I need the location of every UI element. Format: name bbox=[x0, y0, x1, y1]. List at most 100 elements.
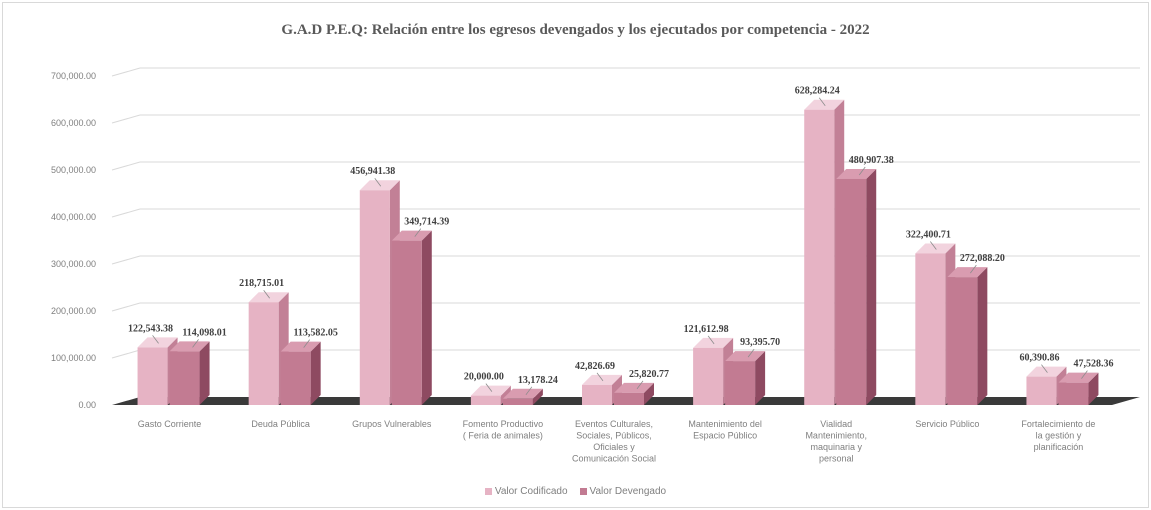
bar-valor-devengado-top bbox=[725, 351, 766, 362]
x-tick-label: Sociales, Públicos, bbox=[576, 431, 652, 441]
data-label-leader bbox=[747, 348, 755, 358]
x-tick-label: Fomento Productivo bbox=[463, 419, 544, 429]
bar-valor-devengado-side bbox=[199, 341, 210, 405]
data-label-valor-devengado: 93,395.70 bbox=[740, 337, 780, 348]
bar-valor-codificado bbox=[804, 109, 835, 405]
bar-valor-devengado bbox=[836, 178, 867, 405]
bar-valor-codificado bbox=[1026, 376, 1057, 405]
x-tick-label: Mantenimiento, bbox=[805, 431, 867, 441]
bar-valor-devengado-side bbox=[755, 351, 766, 405]
data-label-leader bbox=[636, 380, 644, 390]
gridline-depth bbox=[111, 67, 141, 77]
bar-valor-codificado bbox=[470, 395, 501, 405]
y-tick-label: 100,000.00 bbox=[51, 353, 96, 363]
bar-valor-devengado bbox=[725, 361, 756, 405]
data-label-valor-codificado: 60,390.86 bbox=[1019, 353, 1059, 364]
legend-label: Valor Devengado bbox=[589, 486, 667, 497]
data-label-leader bbox=[1081, 370, 1088, 379]
bar-valor-devengado-side bbox=[1088, 372, 1099, 405]
x-tick-label: Gasto Corriente bbox=[138, 419, 202, 429]
data-label-leader bbox=[263, 289, 270, 299]
y-tick-label: 500,000.00 bbox=[51, 165, 96, 175]
bar-valor-codificado bbox=[137, 347, 168, 405]
gridline-depth bbox=[111, 302, 141, 312]
bar-valor-devengado bbox=[280, 351, 311, 405]
bar-valor-devengado-side bbox=[644, 382, 654, 405]
bar-valor-devengado-top bbox=[391, 230, 432, 241]
data-label-leader bbox=[707, 335, 715, 345]
data-label-valor-codificado: 322,400.71 bbox=[906, 229, 951, 240]
chart-legend: Valor Codificado Valor Devengado bbox=[0, 486, 1151, 497]
legend-swatch bbox=[484, 487, 492, 495]
bar-valor-codificado bbox=[582, 384, 612, 405]
bar-valor-devengado-top bbox=[836, 168, 877, 179]
data-label-valor-devengado: 114,098.01 bbox=[182, 327, 226, 338]
data-label-valor-codificado: 42,826.69 bbox=[575, 361, 615, 372]
x-tick-label: maquinaria y bbox=[810, 442, 862, 452]
data-label-leader bbox=[858, 166, 866, 176]
x-tick-label: personal bbox=[819, 454, 854, 464]
x-tick-label: planificación bbox=[1034, 442, 1084, 452]
data-label-valor-devengado: 480,907.38 bbox=[849, 155, 894, 166]
y-tick-label: 200,000.00 bbox=[51, 306, 96, 316]
data-label-leader bbox=[303, 339, 310, 348]
legend-item: Valor Devengado bbox=[579, 486, 667, 497]
data-label-valor-devengado: 349,714.39 bbox=[404, 217, 449, 228]
x-tick-label: Deuda Pública bbox=[251, 419, 310, 429]
bar-valor-devengado-top bbox=[947, 267, 988, 278]
y-tick-label: 600,000.00 bbox=[51, 118, 96, 128]
bar-valor-codificado bbox=[359, 190, 390, 405]
bar-valor-devengado-side bbox=[532, 388, 543, 405]
bar-valor-devengado-top bbox=[614, 382, 654, 393]
gridline-depth bbox=[111, 114, 141, 124]
y-tick-label: 700,000.00 bbox=[51, 71, 96, 81]
data-label-valor-codificado: 20,000.00 bbox=[464, 372, 504, 383]
chart-title: G.A.D P.E.Q: Relación entre los egresos … bbox=[281, 22, 870, 38]
data-label-leader bbox=[930, 241, 937, 250]
bar-valor-devengado-top bbox=[502, 388, 543, 399]
data-label-valor-devengado: 272,088.20 bbox=[960, 253, 1005, 264]
bar-valor-devengado bbox=[391, 240, 422, 405]
data-label-leader bbox=[1041, 364, 1048, 373]
gridline-depth bbox=[111, 255, 141, 265]
legend-swatch bbox=[579, 487, 587, 495]
x-tick-label: Oficiales y bbox=[593, 442, 635, 452]
gridline-depth bbox=[111, 161, 141, 171]
x-tick-label: Espacio Público bbox=[693, 431, 757, 441]
bar-valor-devengado-side bbox=[866, 168, 877, 405]
bar-valor-devengado-side bbox=[310, 341, 321, 405]
x-tick-label: ( Feria de animales) bbox=[463, 431, 543, 441]
data-label-valor-devengado: 13,178.24 bbox=[518, 375, 558, 386]
bar-valor-devengado bbox=[502, 398, 533, 405]
data-label-valor-codificado: 456,941.38 bbox=[350, 166, 395, 177]
data-label-leader bbox=[818, 97, 826, 106]
bar-valor-codificado bbox=[915, 253, 946, 405]
bar-valor-codificado bbox=[248, 302, 279, 405]
data-label-valor-codificado: 121,612.98 bbox=[684, 324, 729, 335]
x-tick-label: Servicio Público bbox=[915, 419, 979, 429]
x-tick-label: Comunicación Social bbox=[572, 454, 656, 464]
data-label-leader bbox=[970, 264, 977, 274]
bar-valor-devengado-top bbox=[169, 341, 210, 352]
bar-valor-devengado bbox=[1058, 382, 1089, 405]
data-label-leader bbox=[152, 335, 159, 344]
x-tick-label: Vialidad bbox=[820, 419, 852, 429]
data-label-leader bbox=[525, 386, 533, 396]
x-tick-label: Fortalecimiento de bbox=[1021, 419, 1095, 429]
data-label-leader bbox=[596, 372, 604, 382]
data-label-valor-devengado: 113,582.05 bbox=[293, 328, 337, 339]
bar-valor-devengado bbox=[947, 277, 978, 405]
y-tick-label: 300,000.00 bbox=[51, 259, 96, 269]
legend-item: Valor Codificado bbox=[484, 486, 568, 497]
gridline-depth bbox=[111, 349, 141, 359]
data-label-leader bbox=[374, 177, 382, 187]
bar-valor-devengado bbox=[614, 392, 644, 405]
x-tick-label: la gestión y bbox=[1036, 431, 1082, 441]
data-label-valor-devengado: 25,820.77 bbox=[629, 369, 669, 380]
x-tick-label: Eventos Culturales, bbox=[575, 419, 653, 429]
data-label-leader bbox=[485, 383, 493, 392]
data-label-valor-codificado: 628,284.24 bbox=[795, 86, 840, 97]
x-tick-label: Grupos Vulnerables bbox=[352, 419, 432, 429]
bar-valor-codificado bbox=[693, 347, 724, 405]
